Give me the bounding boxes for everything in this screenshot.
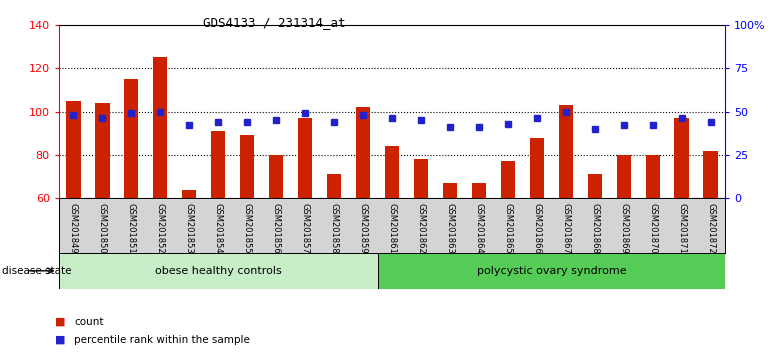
Text: GSM201867: GSM201867 bbox=[561, 202, 570, 253]
Text: GSM201858: GSM201858 bbox=[329, 202, 339, 253]
Bar bbox=[558, 105, 573, 198]
Text: GSM201872: GSM201872 bbox=[706, 202, 715, 253]
Bar bbox=[298, 118, 312, 198]
Bar bbox=[327, 175, 341, 198]
Text: GSM201864: GSM201864 bbox=[474, 202, 484, 253]
Text: GSM201853: GSM201853 bbox=[185, 202, 194, 253]
Bar bbox=[703, 150, 718, 198]
Bar bbox=[616, 155, 631, 198]
Bar bbox=[211, 131, 226, 198]
Bar bbox=[378, 253, 725, 289]
Text: GSM201856: GSM201856 bbox=[271, 202, 281, 253]
Text: GSM201850: GSM201850 bbox=[98, 202, 107, 253]
Text: polycystic ovary syndrome: polycystic ovary syndrome bbox=[477, 266, 626, 276]
Bar bbox=[587, 175, 602, 198]
Text: GSM201854: GSM201854 bbox=[214, 202, 223, 253]
Bar bbox=[240, 135, 254, 198]
Bar bbox=[385, 146, 399, 198]
Text: GSM201849: GSM201849 bbox=[69, 202, 78, 253]
Text: GSM201869: GSM201869 bbox=[619, 202, 628, 253]
Bar bbox=[269, 155, 283, 198]
Text: GSM201868: GSM201868 bbox=[590, 202, 599, 253]
Bar bbox=[153, 57, 168, 198]
Text: percentile rank within the sample: percentile rank within the sample bbox=[74, 335, 250, 345]
Text: GSM201852: GSM201852 bbox=[156, 202, 165, 253]
Text: GSM201861: GSM201861 bbox=[387, 202, 397, 253]
Text: GSM201863: GSM201863 bbox=[445, 202, 455, 253]
Bar bbox=[645, 155, 660, 198]
Text: obese healthy controls: obese healthy controls bbox=[154, 266, 281, 276]
Bar bbox=[501, 161, 515, 198]
Text: GSM201865: GSM201865 bbox=[503, 202, 513, 253]
Text: GSM201871: GSM201871 bbox=[677, 202, 686, 253]
Text: GDS4133 / 231314_at: GDS4133 / 231314_at bbox=[203, 16, 346, 29]
Text: GSM201862: GSM201862 bbox=[416, 202, 426, 253]
Bar bbox=[66, 101, 81, 198]
Text: disease state: disease state bbox=[2, 266, 71, 276]
Text: GSM201857: GSM201857 bbox=[300, 202, 310, 253]
Bar bbox=[472, 183, 486, 198]
Text: ■: ■ bbox=[55, 317, 65, 327]
Text: GSM201859: GSM201859 bbox=[358, 202, 368, 253]
Bar bbox=[95, 103, 110, 198]
Text: count: count bbox=[74, 317, 104, 327]
Bar bbox=[182, 189, 197, 198]
Bar bbox=[356, 107, 370, 198]
Text: GSM201851: GSM201851 bbox=[127, 202, 136, 253]
Bar bbox=[414, 159, 428, 198]
Text: GSM201870: GSM201870 bbox=[648, 202, 657, 253]
Text: GSM201866: GSM201866 bbox=[532, 202, 542, 253]
Bar bbox=[674, 118, 689, 198]
Bar bbox=[443, 183, 457, 198]
Text: ■: ■ bbox=[55, 335, 65, 345]
Text: GSM201855: GSM201855 bbox=[242, 202, 252, 253]
Bar bbox=[59, 253, 378, 289]
Bar bbox=[124, 79, 139, 198]
Bar bbox=[530, 137, 544, 198]
